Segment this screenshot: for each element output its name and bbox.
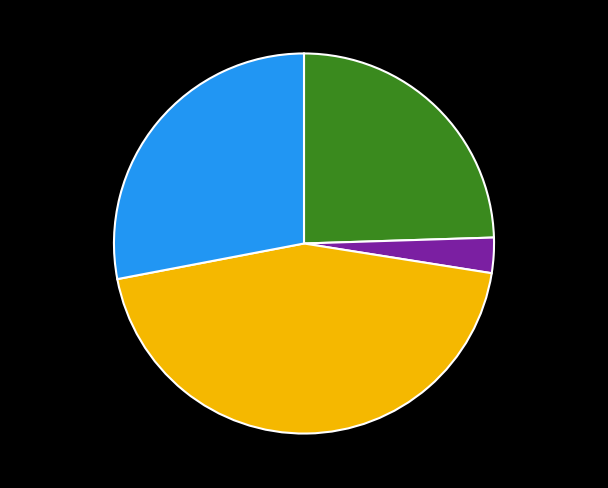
Wedge shape: [304, 238, 494, 274]
Wedge shape: [114, 54, 304, 280]
Wedge shape: [117, 244, 492, 434]
Wedge shape: [304, 54, 494, 244]
